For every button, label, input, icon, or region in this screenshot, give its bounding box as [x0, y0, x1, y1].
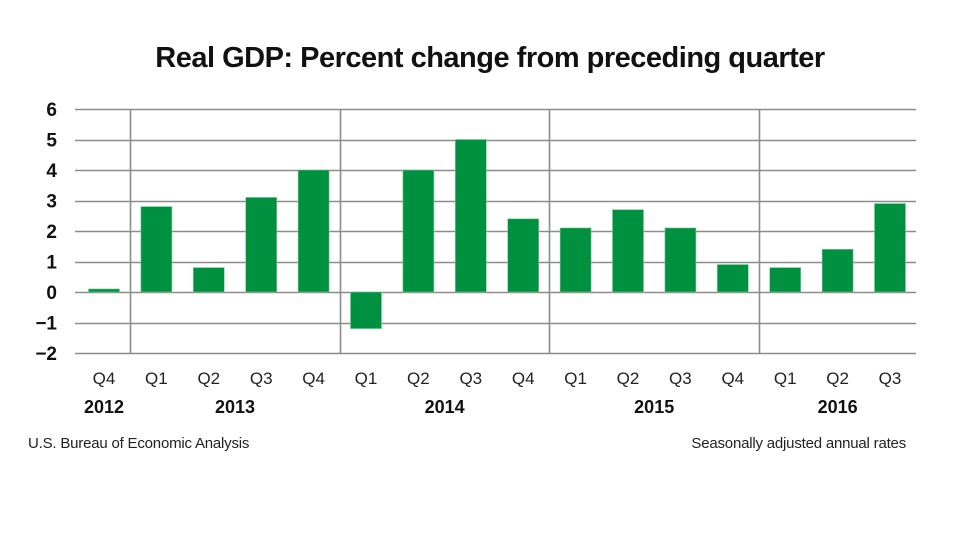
quarter-label: Q4 [512, 369, 535, 388]
quarter-label: Q2 [617, 369, 640, 388]
rate-note: Seasonally adjusted annual rates [691, 435, 906, 452]
y-tick-label: 0 [46, 283, 57, 304]
bars [88, 139, 906, 329]
gridlines [75, 108, 916, 355]
bar-q4-2013 [297, 169, 330, 293]
year-separators [129, 109, 761, 353]
year-label-2016: 2016 [818, 397, 858, 417]
bar-q1-2014 [350, 291, 382, 329]
y-tick-label: −2 [35, 344, 57, 365]
bar-q2-2016 [821, 249, 854, 293]
quarter-label: Q1 [774, 369, 797, 388]
quarter-label: Q1 [145, 369, 168, 388]
quarter-label: Q3 [669, 369, 692, 388]
quarter-label: Q4 [302, 369, 325, 388]
bar-q3-2016 [874, 203, 906, 293]
quarter-label: Q3 [459, 369, 482, 388]
quarter-label: Q4 [721, 369, 744, 388]
bar-q4-2012 [88, 288, 120, 293]
quarter-label: Q2 [407, 369, 430, 388]
bar-q2-2015 [612, 209, 644, 293]
quarter-label: Q2 [826, 369, 849, 388]
bar-q3-2015 [664, 227, 697, 293]
bar-q4-2015 [716, 264, 749, 293]
y-tick-label: 6 [46, 100, 57, 121]
bar-q4-2014 [507, 218, 540, 293]
bar-q1-2013 [140, 206, 173, 293]
source-note: U.S. Bureau of Economic Analysis [28, 435, 250, 452]
bar-q2-2014 [402, 169, 435, 293]
y-tick-label: 3 [46, 192, 57, 213]
y-tick-label: 4 [46, 161, 57, 182]
year-label-2012: 2012 [84, 397, 124, 417]
y-tick-label: 5 [46, 131, 57, 152]
quarter-label: Q1 [355, 369, 378, 388]
quarter-label: Q1 [564, 369, 587, 388]
quarter-label: Q3 [250, 369, 273, 388]
chart-title: Real GDP: Percent change from preceding … [155, 42, 825, 74]
y-tick-label: −1 [35, 314, 57, 335]
bar-q3-2013 [245, 197, 277, 293]
y-axis-tick-labels: 6 5 4 3 2 1 0 −1 −2 [35, 100, 57, 365]
year-label-2015: 2015 [634, 397, 674, 417]
bar-q1-2016 [769, 267, 802, 293]
bar-q1-2015 [559, 227, 592, 293]
year-label-2013: 2013 [215, 397, 255, 417]
y-tick-label: 1 [46, 253, 57, 274]
quarter-label: Q4 [93, 369, 116, 388]
year-label-2014: 2014 [425, 397, 465, 417]
y-tick-label: 2 [46, 222, 57, 243]
bar-q2-2013 [193, 267, 225, 293]
x-axis-year-labels: 2012 2013 2014 2015 2016 [84, 397, 858, 417]
bar-q3-2014 [454, 139, 487, 293]
quarter-label: Q2 [197, 369, 220, 388]
x-axis-quarter-labels: Q4 Q1 Q2 Q3 Q4 Q1 Q2 Q3 Q4 Q1 Q2 Q3 Q4 Q1 Q2 Q3 [93, 369, 902, 388]
quarter-label: Q3 [879, 369, 902, 388]
